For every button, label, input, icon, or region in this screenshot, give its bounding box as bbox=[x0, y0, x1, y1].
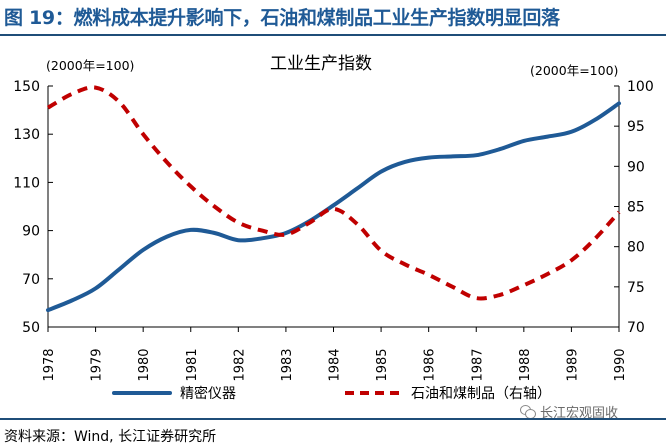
watermark-text: 长江宏观固收 bbox=[540, 406, 619, 421]
series-line-petroleum-coal bbox=[46, 85, 621, 301]
figure-header: 图 19：燃料成本提升影响下，石油和煤制品工业生产指数明显回落 bbox=[0, 0, 666, 36]
right-tick-label: 80 bbox=[627, 240, 645, 256]
right-tick-label: 70 bbox=[627, 320, 645, 336]
right-tick-label: 85 bbox=[627, 200, 645, 216]
series-layer bbox=[46, 85, 621, 313]
x-tick-label: 1983 bbox=[280, 348, 295, 381]
chart-title: 工业生产指数 bbox=[270, 54, 372, 74]
x-tick-label: 1987 bbox=[470, 348, 485, 381]
right-tick-label: 100 bbox=[627, 79, 654, 95]
x-tick-label: 1980 bbox=[137, 348, 152, 381]
left-axis-unit: (2000年=100) bbox=[46, 58, 135, 73]
legend-swatch-dashed bbox=[345, 391, 401, 395]
right-tick-label: 75 bbox=[627, 280, 645, 296]
watermark: 长江宏观固收 bbox=[520, 402, 618, 421]
left-tick-label: 50 bbox=[22, 320, 40, 336]
legend-item-petroleum-coal: 石油和煤制品（右轴） bbox=[343, 383, 551, 403]
source-bar: 资料来源：Wind, 长江证券研究所 bbox=[0, 418, 666, 448]
right-tick-label: 90 bbox=[627, 159, 645, 175]
x-tick-label: 1979 bbox=[90, 348, 105, 381]
x-tick-label: 1982 bbox=[232, 348, 247, 381]
right-axis-unit: (2000年=100) bbox=[530, 63, 619, 78]
wechat-icon bbox=[520, 404, 536, 419]
left-tick-label: 130 bbox=[13, 127, 40, 143]
right-tick-label: 95 bbox=[627, 119, 645, 135]
x-tick-label: 1978 bbox=[42, 348, 57, 381]
x-tick-label: 1990 bbox=[613, 348, 628, 381]
source-note: 资料来源：Wind, 长江证券研究所 bbox=[4, 429, 217, 445]
series-line-precision-instruments bbox=[46, 101, 621, 313]
legend-label: 精密仪器 bbox=[180, 386, 236, 402]
legend-label: 石油和煤制品（右轴） bbox=[411, 386, 551, 402]
left-tick-label: 70 bbox=[22, 272, 40, 288]
legend-swatch-solid bbox=[112, 391, 172, 395]
left-tick-label: 150 bbox=[13, 79, 40, 95]
axes-layer: 50 70 90 110 130 150 70 75 80 85 90 95 100 1978 1979 19… bbox=[13, 79, 653, 382]
figure-title: 图 19：燃料成本提升影响下，石油和煤制品工业生产指数明显回落 bbox=[4, 7, 560, 29]
x-tick-label: 1988 bbox=[518, 348, 533, 381]
legend-item-precision-instruments: 精密仪器 bbox=[112, 383, 236, 403]
x-tick-label: 1984 bbox=[328, 348, 343, 381]
x-tick-label: 1981 bbox=[185, 348, 200, 381]
x-tick-label: 1985 bbox=[375, 348, 390, 381]
x-tick-label: 1986 bbox=[423, 348, 438, 381]
left-tick-label: 90 bbox=[22, 224, 40, 240]
x-tick-label: 1989 bbox=[565, 348, 580, 381]
left-tick-label: 110 bbox=[13, 175, 40, 191]
